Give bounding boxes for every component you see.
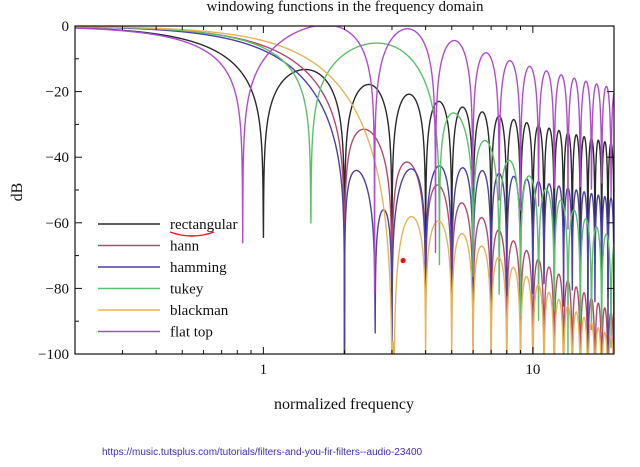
x-axis-label: normalized frequency bbox=[274, 396, 414, 413]
red-dot-marker bbox=[400, 257, 406, 264]
legend-label-blackman: blackman bbox=[170, 303, 229, 319]
y-axis-label: dB bbox=[9, 183, 26, 202]
y-tick-label: −20 bbox=[46, 85, 69, 101]
x-axis-ticks: 1 10 bbox=[74, 26, 615, 378]
x-tick-label: 10 bbox=[525, 362, 540, 378]
chart-title: windowing functions in the frequency dom… bbox=[206, 0, 484, 15]
hand-drawn-underline bbox=[169, 231, 215, 237]
legend-label-tukey: tukey bbox=[170, 282, 204, 298]
legend-label-hann: hann bbox=[170, 239, 200, 255]
series-line-blackman bbox=[75, 26, 614, 354]
y-tick-label: −100 bbox=[38, 347, 69, 363]
legend-label-flat-top: flat top bbox=[170, 325, 213, 341]
y-tick-label: −40 bbox=[46, 150, 69, 166]
series-line-rectangular bbox=[75, 27, 614, 354]
legend-label-rectangular: rectangular bbox=[170, 217, 237, 233]
legend: rectangular hann hamming tukey blackman flat … bbox=[98, 217, 237, 341]
x-tick-label: 1 bbox=[260, 362, 268, 378]
y-tick-label: −80 bbox=[46, 281, 69, 297]
y-axis-ticks: 0 −20 −40 −60 −80 −100 bbox=[38, 19, 614, 363]
y-tick-label: −60 bbox=[46, 216, 69, 232]
legend-label-hamming: hamming bbox=[170, 260, 227, 276]
chart-annotations bbox=[400, 257, 406, 264]
series-line-tukey bbox=[75, 26, 614, 354]
y-tick-label: 0 bbox=[62, 19, 70, 35]
source-url[interactable]: https://music.tutsplus.com/tutorials/fil… bbox=[102, 447, 423, 458]
series-curves bbox=[75, 26, 614, 354]
